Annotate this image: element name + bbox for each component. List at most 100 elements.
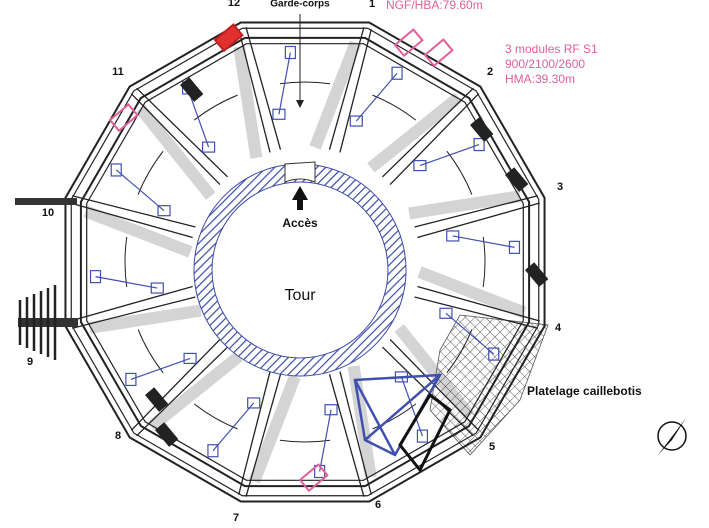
gray-beam: [147, 351, 243, 432]
radial-beam: [339, 371, 372, 495]
access-arrow: [292, 186, 308, 210]
antenna: [180, 77, 204, 102]
bracket: [247, 397, 261, 409]
support-arc: [193, 94, 238, 121]
radial-beam: [72, 296, 196, 329]
bracket: [349, 115, 363, 127]
corner-number: 2: [487, 66, 493, 78]
support-arc: [193, 403, 238, 430]
bracket: [157, 205, 171, 217]
cable-tray: [278, 52, 291, 115]
cable-tray: [212, 402, 255, 452]
bracket: [150, 282, 164, 294]
corner-number: 9: [27, 356, 33, 368]
rf-module: [108, 103, 139, 133]
antenna: [145, 387, 169, 412]
corner-number: 12: [228, 0, 240, 9]
gray-beam: [408, 190, 522, 220]
radial-beam: [328, 27, 365, 150]
gray-beam: [233, 45, 263, 159]
cable-tray: [445, 312, 495, 355]
bracket: [473, 137, 485, 152]
rf-module: [298, 463, 329, 493]
cable-tray: [419, 144, 480, 167]
radial-beam: [389, 93, 480, 186]
support-arc: [137, 150, 164, 195]
support-arc: [279, 439, 331, 443]
radial-beam: [381, 346, 474, 437]
radial-beam: [70, 285, 193, 322]
bracket: [446, 230, 460, 242]
guardrail-label: Garde-corps: [270, 0, 330, 10]
gray-beam: [248, 374, 301, 484]
support-arc: [137, 329, 164, 374]
tower-core: [211, 181, 389, 359]
antenna: [470, 117, 494, 142]
corner-number: 1: [369, 0, 375, 10]
cable-tray: [115, 169, 165, 212]
support-arc: [482, 236, 486, 288]
radial-beam: [130, 338, 221, 431]
bracket: [284, 45, 296, 60]
gray-beam: [367, 92, 463, 173]
access-label: Accès: [282, 216, 318, 230]
frame-edge: [86, 43, 524, 481]
bracket: [508, 240, 521, 254]
radial-beam: [238, 371, 271, 495]
radial-beam: [417, 202, 540, 239]
bracket: [201, 141, 216, 153]
corner-number: 11: [112, 66, 124, 78]
radial-beam: [130, 93, 221, 186]
north-needle: [658, 418, 686, 455]
support-arc: [279, 81, 331, 85]
cable-tray: [319, 409, 332, 472]
north-arrow: [657, 421, 687, 451]
bracket: [89, 270, 102, 284]
rf-module: [423, 38, 454, 68]
cable-tray: [452, 235, 515, 248]
cable-tray: [400, 376, 423, 437]
corner-number: 3: [557, 181, 563, 193]
support-arc: [372, 94, 417, 121]
radial-beam: [136, 87, 229, 178]
bracket: [324, 404, 338, 416]
support-arc: [446, 150, 473, 195]
support-arc: [124, 236, 128, 288]
bracket: [391, 66, 403, 80]
radial-beam: [381, 87, 474, 178]
radial-beam: [238, 29, 271, 153]
brace: [364, 374, 441, 441]
radial-beam: [70, 202, 193, 239]
antenna: [155, 422, 179, 447]
bracket: [207, 444, 219, 458]
antenna-support: [398, 392, 452, 473]
structure: [15, 21, 687, 503]
antenna: [505, 167, 529, 192]
support-arc: [446, 329, 473, 374]
bracket: [413, 159, 427, 172]
gray-beam: [88, 304, 202, 334]
radial-beam: [339, 29, 372, 153]
altitude-label: NGF/HBA:79.60m: [386, 0, 483, 12]
cable-tray: [355, 72, 398, 122]
corner-number: 5: [489, 441, 495, 453]
bracket: [488, 347, 500, 361]
radial-beam: [72, 195, 196, 228]
frame-edge: [64, 21, 546, 503]
grating-area: [429, 314, 549, 456]
radial-beam: [328, 374, 365, 497]
cable-tray: [130, 357, 191, 380]
corner-number: 10: [42, 207, 54, 219]
module-line3: HMA:39.30m: [505, 72, 575, 86]
radial-beam: [417, 285, 540, 322]
bracket: [125, 372, 137, 387]
frame-edge: [79, 36, 531, 488]
corner-number: 6: [375, 499, 381, 511]
bracket: [439, 307, 453, 319]
module-line1: 3 modules RF S1: [505, 42, 598, 56]
gray-beam: [83, 205, 193, 258]
bracket: [110, 163, 122, 177]
corner-number: 8: [115, 430, 121, 442]
gray-beam: [309, 40, 362, 150]
